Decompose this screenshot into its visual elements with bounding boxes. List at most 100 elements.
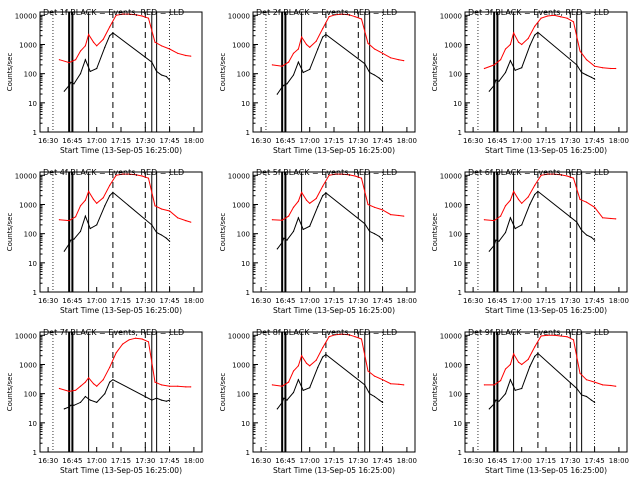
data-point xyxy=(112,32,114,34)
data-point xyxy=(504,231,507,234)
data-point xyxy=(493,244,495,246)
panel-det-4: 1 10 100 1000 10000 16:30 16:45 17:00 17:15 17:30… xyxy=(6,168,204,315)
data-point xyxy=(89,399,91,401)
data-point xyxy=(403,384,405,386)
data-point xyxy=(521,43,523,46)
data-point xyxy=(514,227,516,230)
data-point xyxy=(73,404,75,406)
data-point xyxy=(96,67,98,70)
data-point xyxy=(96,202,98,204)
data-point xyxy=(276,408,278,410)
data-point xyxy=(292,74,295,76)
x-tick-label: 16:45 xyxy=(62,137,82,145)
data-point xyxy=(102,38,104,41)
data-point xyxy=(104,205,106,207)
data-point xyxy=(322,195,324,197)
data-point xyxy=(560,174,562,176)
data-point xyxy=(547,15,549,17)
data-point xyxy=(301,355,303,357)
data-point xyxy=(286,399,288,401)
y-tick-label: 10 xyxy=(453,260,462,268)
y-axis-label: Counts/sec xyxy=(6,53,14,92)
data-point xyxy=(537,190,539,192)
data-point xyxy=(590,76,593,78)
data-point xyxy=(89,227,91,230)
y-tick-label: 1 xyxy=(246,449,250,457)
data-point xyxy=(122,343,124,345)
data-point xyxy=(498,240,500,242)
data-point xyxy=(378,399,380,401)
data-point xyxy=(88,377,90,379)
y-tick-label: 100 xyxy=(449,231,462,239)
data-point xyxy=(92,383,95,385)
data-point xyxy=(109,26,111,28)
x-tick-label: 17:00 xyxy=(512,137,532,145)
data-point xyxy=(160,208,163,210)
data-point xyxy=(373,233,376,235)
x-tick-label: 16:30 xyxy=(463,297,483,305)
data-point xyxy=(504,48,507,50)
data-point xyxy=(288,215,290,217)
x-tick-label: 17:45 xyxy=(585,297,605,305)
y-tick-label: 10000 xyxy=(15,172,37,180)
data-point xyxy=(122,13,124,15)
data-point xyxy=(84,215,86,217)
data-point xyxy=(160,45,163,47)
x-tick-label: 16:30 xyxy=(251,457,271,465)
data-point xyxy=(537,31,539,33)
x-tick-label: 17:15 xyxy=(536,457,556,465)
data-point xyxy=(84,59,86,61)
data-point xyxy=(581,229,583,231)
data-point xyxy=(292,230,295,232)
data-point xyxy=(534,34,536,36)
data-point xyxy=(109,35,111,37)
x-axis-label: Start Time (13-Sep-05 16:25:00) xyxy=(60,146,182,155)
x-tick-label: 17:15 xyxy=(324,297,344,305)
data-point xyxy=(169,79,171,81)
events-series-line xyxy=(276,353,383,410)
y-tick-label: 10000 xyxy=(228,172,250,180)
data-point xyxy=(305,199,308,201)
y-tick-label: 1 xyxy=(458,289,462,297)
data-point xyxy=(276,93,278,95)
y-tick-label: 100 xyxy=(24,71,37,79)
y-tick-label: 100 xyxy=(449,71,462,79)
data-point xyxy=(594,65,596,67)
data-point xyxy=(63,90,65,92)
events-series-line xyxy=(64,379,170,410)
data-point xyxy=(602,217,604,219)
panel-title: Det 6f BLACK = Events, RED = LLD xyxy=(468,168,609,177)
x-tick-label: 17:15 xyxy=(111,297,131,305)
data-point xyxy=(283,397,285,399)
data-point xyxy=(154,41,156,43)
data-point xyxy=(322,356,324,358)
y-tick-label: 1 xyxy=(33,449,37,457)
x-tick-label: 17:15 xyxy=(536,137,556,145)
y-tick-label: 1 xyxy=(246,289,250,297)
data-point xyxy=(297,379,299,381)
data-point xyxy=(504,205,507,207)
data-point xyxy=(185,386,187,388)
data-point xyxy=(615,385,617,387)
data-point xyxy=(581,394,583,396)
x-axis-label: Start Time (13-Sep-05 16:25:00) xyxy=(60,306,182,315)
data-point xyxy=(88,33,90,36)
data-point xyxy=(572,21,575,23)
data-point xyxy=(135,337,137,339)
data-point xyxy=(521,224,523,226)
data-point xyxy=(190,386,192,388)
data-point xyxy=(602,384,604,386)
data-point xyxy=(585,59,588,61)
data-point xyxy=(165,75,167,78)
data-point xyxy=(297,48,299,50)
data-point xyxy=(283,84,285,86)
data-point xyxy=(354,336,356,338)
data-point xyxy=(521,67,523,69)
data-point xyxy=(154,381,156,383)
plot-frame xyxy=(252,171,416,293)
data-point xyxy=(360,338,363,340)
plot-frame xyxy=(464,171,628,293)
data-point xyxy=(364,384,366,386)
y-tick-label: 10000 xyxy=(228,332,250,340)
data-point xyxy=(566,175,568,177)
